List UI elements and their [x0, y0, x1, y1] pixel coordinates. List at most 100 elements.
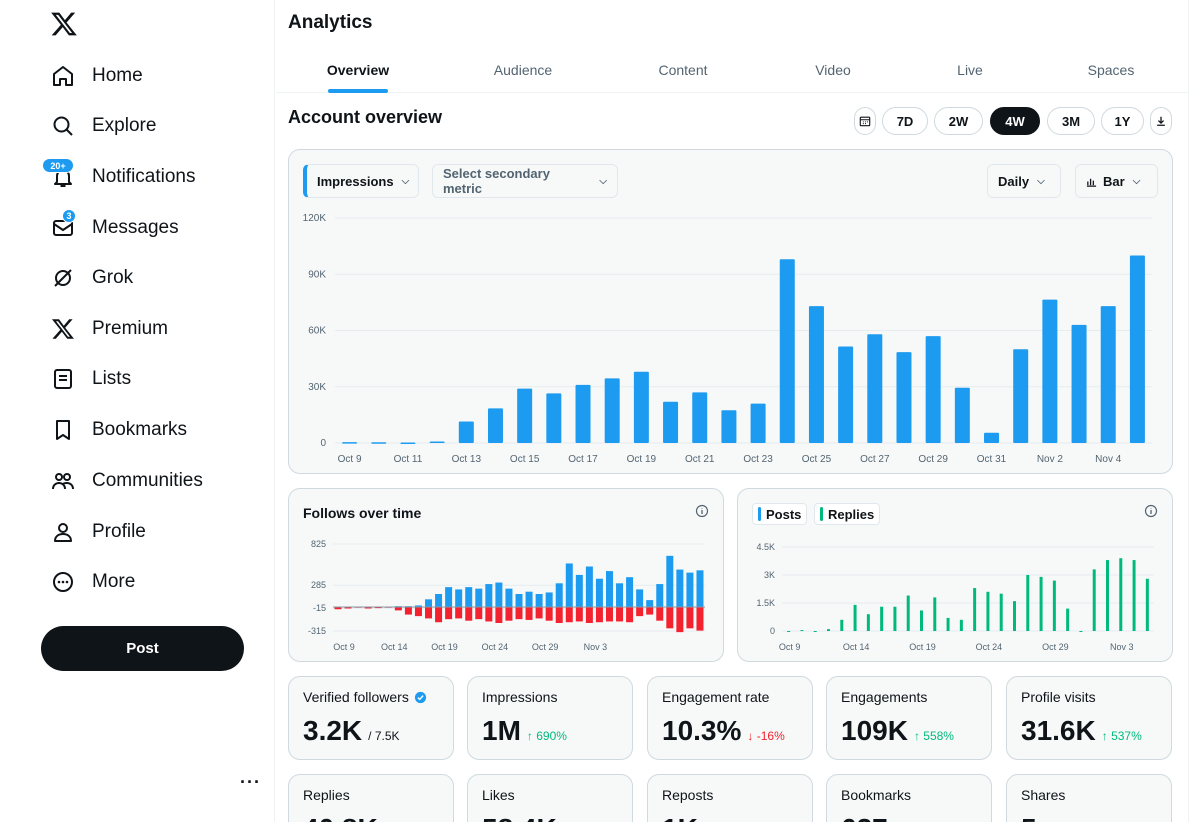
legend-replies-label: Replies — [828, 506, 875, 522]
stat-value: 31.6K — [1021, 715, 1096, 746]
impressions-bar — [838, 346, 854, 443]
stat-likes[interactable]: Likes 58.4K — [467, 774, 633, 822]
unfollows-bar — [545, 606, 553, 621]
unfollows-bar — [334, 606, 342, 610]
chart-type-dropdown[interactable]: Bar ⌵ — [1075, 164, 1158, 198]
replies-bar — [1079, 631, 1083, 632]
legend-replies-toggle[interactable]: Replies — [814, 503, 881, 525]
sidebar-item-home[interactable]: Home — [50, 56, 143, 96]
unfollows-bar — [656, 606, 664, 621]
stat-reposts[interactable]: Reposts 1K — [647, 774, 813, 822]
x-tick-label: Oct 14 — [381, 642, 408, 652]
account-menu-button[interactable]: ··· — [240, 772, 261, 792]
range-2w-button[interactable]: 2W — [934, 107, 983, 135]
x-tick-label: Oct 24 — [482, 642, 509, 652]
follows-bar-chart: 825 285 -15 -315 Oct 9 Oct 14 Oct 19 Oct 24 Oct … — [308, 539, 705, 652]
sidebar-item-lists[interactable]: Lists — [50, 359, 131, 399]
range-3m-button[interactable]: 3M — [1047, 107, 1095, 135]
tab-content[interactable]: Content — [658, 62, 708, 78]
sidebar-item-notifications[interactable]: 20+ Notifications — [42, 157, 196, 197]
replies-bar — [893, 606, 897, 631]
sidebar-item-more[interactable]: More — [50, 562, 135, 602]
replies-bar — [973, 588, 977, 631]
x-tick-label: Oct 17 — [568, 454, 598, 465]
unfollows-bar — [585, 606, 593, 623]
follows-bar — [435, 593, 443, 607]
sidebar-item-premium[interactable]: Premium — [50, 309, 168, 349]
follows-bar — [455, 589, 463, 607]
tab-overview[interactable]: Overview — [288, 52, 428, 93]
stat-change: ↑ 558% — [913, 729, 954, 743]
x-tick-label: Oct 9 — [338, 454, 362, 465]
stat-engagement-rate[interactable]: Engagement rate 10.3% ↓ -16% — [647, 676, 813, 760]
interval-dropdown[interactable]: Daily ⌵ — [987, 164, 1061, 198]
analytics-tabs: Overview Audience Content Video Live Spa… — [276, 52, 1188, 93]
replies-bar — [853, 604, 857, 631]
sidebar-item-grok[interactable]: Grok — [50, 258, 133, 298]
stat-verified-followers[interactable]: Verified followers 3.2K / 7.5K — [288, 676, 454, 760]
calendar-button[interactable] — [854, 107, 876, 135]
stat-profile-visits[interactable]: Profile visits 31.6K ↑ 537% — [1006, 676, 1172, 760]
unfollows-bar — [455, 606, 463, 619]
replies-bar — [866, 614, 870, 631]
sidebar-item-bookmarks[interactable]: Bookmarks — [50, 410, 187, 450]
stat-shares[interactable]: Shares 5 — [1006, 774, 1172, 822]
x-tick-label: Oct 19 — [431, 642, 458, 652]
replies-bar — [1119, 558, 1123, 631]
range-1y-button[interactable]: 1Y — [1101, 107, 1144, 135]
x-tick-label: Oct 19 — [909, 642, 936, 652]
sidebar-item-explore[interactable]: Explore — [50, 106, 156, 146]
replies-bar — [880, 606, 884, 631]
stat-bookmarks[interactable]: Bookmarks 627 — [826, 774, 992, 822]
impressions-chart-card: Impressions ⌵ Select secondary metric ⌵ Da… — [288, 149, 1173, 474]
y-tick-label: 90K — [308, 269, 326, 280]
stat-label: Bookmarks — [841, 787, 912, 803]
tab-audience[interactable]: Audience — [493, 62, 553, 78]
tab-video[interactable]: Video — [815, 62, 851, 78]
posts-swatch — [758, 507, 761, 521]
follows-bar — [666, 555, 674, 607]
unfollows-bar — [696, 606, 704, 631]
sidebar-item-label: Bookmarks — [92, 419, 188, 440]
range-7d-button[interactable]: 7D — [882, 107, 928, 135]
follows-bar — [445, 587, 453, 607]
verified-badge-icon — [414, 691, 426, 703]
tab-live[interactable]: Live — [957, 62, 983, 78]
x-tick-label: Oct 29 — [1042, 642, 1069, 652]
sidebar-item-profile[interactable]: Profile — [50, 512, 146, 552]
scrollbar[interactable] — [1188, 0, 1198, 822]
interval-label: Daily — [998, 173, 1030, 189]
sidebar-item-messages[interactable]: 3 Messages — [50, 208, 179, 248]
unfollows-bar — [605, 606, 613, 622]
stat-value: 1K — [662, 813, 698, 822]
sidebar-item-communities[interactable]: Communities — [50, 461, 203, 501]
impressions-bar — [925, 336, 941, 443]
tab-spaces[interactable]: Spaces — [1087, 62, 1135, 78]
unfollows-bar — [364, 606, 372, 609]
info-icon[interactable] — [1144, 504, 1158, 518]
follows-bar — [465, 587, 473, 607]
x-tick-label: Oct 19 — [627, 454, 657, 465]
range-4w-button[interactable]: 4W — [990, 107, 1040, 135]
impressions-bar — [517, 388, 533, 443]
download-button[interactable] — [1150, 107, 1172, 135]
legend-posts-toggle[interactable]: Posts — [752, 503, 808, 525]
stat-replies[interactable]: Replies 40.8K — [288, 774, 454, 822]
info-icon[interactable] — [695, 504, 709, 518]
follows-bar — [595, 578, 603, 607]
y-tick-label: -315 — [308, 626, 326, 636]
stat-impressions[interactable]: Impressions 1M ↑ 690% — [467, 676, 633, 760]
impressions-bar — [808, 306, 824, 443]
follows-bar — [485, 584, 493, 607]
post-button[interactable]: Post — [41, 626, 244, 671]
primary-metric-dropdown[interactable]: Impressions ⌵ — [303, 164, 419, 198]
stat-sub: / 7.5K — [368, 729, 400, 743]
x-logo-icon[interactable] — [50, 10, 78, 38]
posts-replies-chart-card: Posts Replies 4.5K 3K 1.5K 0 Oct 9 Oct 14 Oct … — [737, 488, 1173, 662]
replies-bar — [1145, 578, 1149, 631]
secondary-metric-dropdown[interactable]: Select secondary metric ⌵ — [432, 164, 618, 198]
replies-bar — [1026, 575, 1030, 631]
sidebar-item-label: Home — [92, 65, 143, 86]
stat-engagements[interactable]: Engagements 109K ↑ 558% — [826, 676, 992, 760]
replies-bar — [999, 593, 1003, 631]
